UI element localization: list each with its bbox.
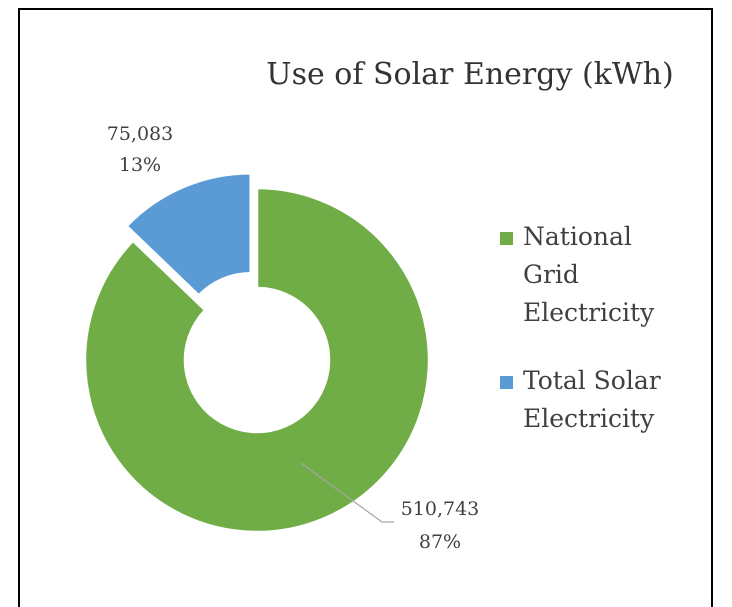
chart-title: Use of Solar Energy (kWh) xyxy=(266,57,673,92)
data-label: 13% xyxy=(119,154,161,176)
donut-slice xyxy=(124,172,252,298)
leader-line xyxy=(300,462,394,523)
legend-swatch xyxy=(500,232,513,245)
data-label: 87% xyxy=(419,531,461,553)
data-label: 75,083 xyxy=(107,123,173,145)
legend-label: Total Solar Electricity xyxy=(523,366,661,433)
data-label: 510,743 xyxy=(401,498,480,520)
legend-swatch xyxy=(500,376,513,389)
legend-label: National Grid Electricity xyxy=(523,222,655,327)
donut-slice xyxy=(83,186,431,534)
